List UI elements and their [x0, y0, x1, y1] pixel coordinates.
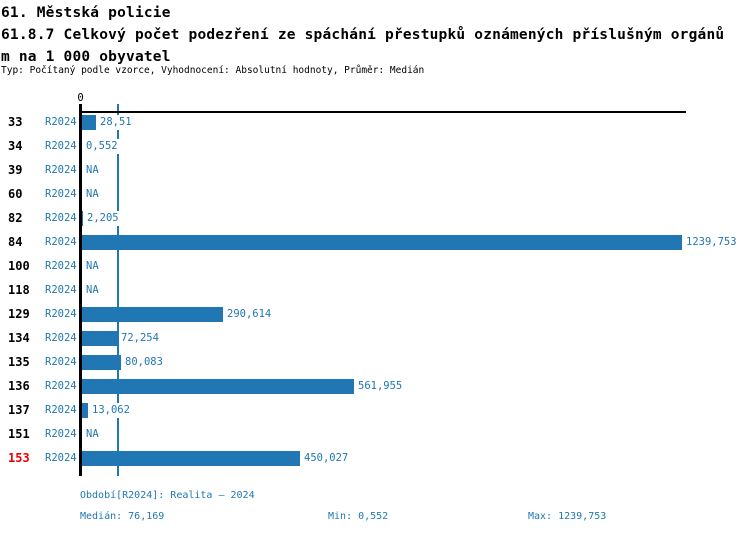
bar-value-label: 561,955: [356, 379, 405, 394]
bar-value-label: 72,254: [119, 331, 161, 346]
bar-na-label: NA: [84, 427, 101, 442]
bar: [82, 307, 223, 322]
row-category-label: 84: [8, 235, 23, 249]
row-series-label: R2024: [45, 140, 77, 152]
max-stat: Max: 1239,753: [528, 511, 607, 522]
row-series-label: R2024: [45, 212, 77, 224]
median-stat: Medián: 76,169: [80, 511, 165, 522]
row-category-label: 33: [8, 115, 23, 129]
row-category-label: 34: [8, 139, 23, 153]
bar-value-label: 290,614: [225, 307, 274, 322]
bar: [82, 235, 682, 250]
row-category-label: 118: [8, 283, 30, 297]
bar-value-label: 28,51: [98, 115, 134, 130]
row-series-label: R2024: [45, 356, 77, 368]
row-series-label: R2024: [45, 260, 77, 272]
bar-value-label: 2,205: [85, 211, 121, 226]
row-series-label: R2024: [45, 164, 77, 176]
bar-na-label: NA: [84, 283, 101, 298]
row-category-label: 134: [8, 331, 30, 345]
bar-value-label: 1239,753: [684, 235, 739, 250]
row-series-label: R2024: [45, 380, 77, 392]
row-series-label: R2024: [45, 188, 77, 200]
bar: [82, 355, 121, 370]
bar: [82, 211, 83, 226]
row-category-label: 136: [8, 379, 30, 393]
bar: [82, 331, 117, 346]
row-category-label: 129: [8, 307, 30, 321]
bar: [82, 403, 88, 418]
bar-value-label: 450,027: [302, 451, 351, 466]
median-line: [117, 104, 119, 476]
bar: [82, 379, 354, 394]
row-series-label: R2024: [45, 284, 77, 296]
bar-value-label: 80,083: [123, 355, 165, 370]
row-category-label: 135: [8, 355, 30, 369]
row-series-label: R2024: [45, 428, 77, 440]
value-axis-line: [79, 111, 686, 113]
row-category-label: 153: [8, 451, 30, 465]
row-category-label: 100: [8, 259, 30, 273]
row-category-label: 60: [8, 187, 23, 201]
row-series-label: R2024: [45, 236, 77, 248]
bar: [82, 451, 300, 466]
bar-na-label: NA: [84, 259, 101, 274]
bar-value-label: 13,062: [90, 403, 132, 418]
min-stat: Min: 0,552: [328, 511, 389, 522]
category-axis-line: [79, 104, 82, 476]
bar: [82, 115, 96, 130]
row-series-label: R2024: [45, 452, 77, 464]
bar-na-label: NA: [84, 187, 101, 202]
row-category-label: 137: [8, 403, 30, 417]
page-title: 61. Městská policie: [1, 5, 171, 21]
row-series-label: R2024: [45, 332, 77, 344]
row-category-label: 82: [8, 211, 23, 225]
chart-title-line-1: 61.8.7 Celkový počet podezření ze spáchá…: [1, 27, 725, 43]
period-label: Období[R2024]: Realita – 2024: [80, 490, 255, 501]
row-category-label: 151: [8, 427, 30, 441]
row-category-label: 39: [8, 163, 23, 177]
row-series-label: R2024: [45, 308, 77, 320]
bar-value-label: 0,552: [84, 139, 120, 154]
row-series-label: R2024: [45, 404, 77, 416]
chart-subtitle: Typ: Počítaný podle vzorce, Vyhodnocení:…: [1, 65, 425, 76]
row-series-label: R2024: [45, 116, 77, 128]
x-axis-zero-tick-label: 0: [77, 92, 84, 104]
chart-title-line-2: m na 1 000 obyvatel: [1, 49, 171, 65]
bar-na-label: NA: [84, 163, 101, 178]
